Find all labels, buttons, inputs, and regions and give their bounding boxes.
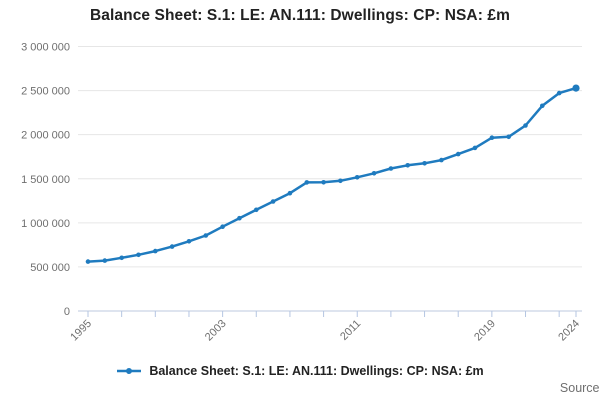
data-point xyxy=(237,215,242,221)
y-tick-label: 3 000 000 xyxy=(21,42,70,54)
data-point xyxy=(572,84,580,92)
data-point xyxy=(220,224,225,229)
data-point xyxy=(523,123,528,128)
data-point xyxy=(102,258,108,263)
x-tick-label: 2003 xyxy=(203,318,229,344)
data-point xyxy=(85,259,91,264)
data-point xyxy=(489,135,495,140)
source-note: Source: xyxy=(559,381,600,395)
chart-legend[interactable]: Balance Sheet: S.1: LE: AN.111: Dwelling… xyxy=(0,362,600,380)
y-tick-label: 0 xyxy=(64,306,70,318)
data-point xyxy=(354,175,360,180)
data-point xyxy=(287,190,293,196)
data-point xyxy=(338,178,343,184)
x-tick-label: 2024 xyxy=(556,318,582,344)
y-axis-labels: 0 500 000 1 000 000 1 500 000 2 000 000 2 500… xyxy=(21,42,70,319)
data-point xyxy=(472,145,478,151)
data-point xyxy=(253,207,259,213)
x-tick-label: 2019 xyxy=(472,318,498,344)
data-point xyxy=(422,161,427,166)
data-point xyxy=(136,252,141,258)
data-point xyxy=(203,233,209,238)
legend-series-label: Balance Sheet: S.1: LE: AN.111: Dwelling… xyxy=(149,364,484,378)
data-point xyxy=(119,255,124,261)
y-tick-label: 1 500 000 xyxy=(21,174,70,186)
x-tick-label: 2011 xyxy=(338,318,363,343)
y-tick-label: 2 000 000 xyxy=(21,130,70,142)
data-point xyxy=(506,134,512,140)
legend-series-marker-icon xyxy=(117,368,142,374)
x-tick-label: 1995 xyxy=(68,318,94,344)
data-point xyxy=(321,180,326,185)
gridlines xyxy=(78,46,582,312)
line-chart-plot: 0 500 000 1 000 000 1 500 000 2 000 000 2 500… xyxy=(21,42,582,344)
data-point xyxy=(388,166,394,171)
series-dwellings xyxy=(85,84,580,264)
y-tick-label: 2 500 000 xyxy=(21,86,70,98)
x-axis-labels: 1995 2003 2011 2019 2024 xyxy=(68,318,582,344)
data-point xyxy=(540,103,545,109)
data-point xyxy=(169,244,175,249)
data-point xyxy=(455,151,461,157)
y-tick-label: 1 000 000 xyxy=(21,218,70,230)
chart-title: Balance Sheet: S.1: LE: AN.111: Dwelling… xyxy=(90,7,510,24)
data-point xyxy=(153,248,158,254)
series-line xyxy=(86,86,578,263)
data-point xyxy=(270,199,276,204)
data-point xyxy=(371,171,377,176)
data-point xyxy=(556,90,562,96)
data-point xyxy=(304,180,310,185)
y-tick-label: 500 000 xyxy=(30,262,70,274)
data-point xyxy=(186,239,192,244)
x-axis-ticks xyxy=(87,311,577,317)
data-point xyxy=(405,163,411,168)
data-point xyxy=(439,157,444,163)
